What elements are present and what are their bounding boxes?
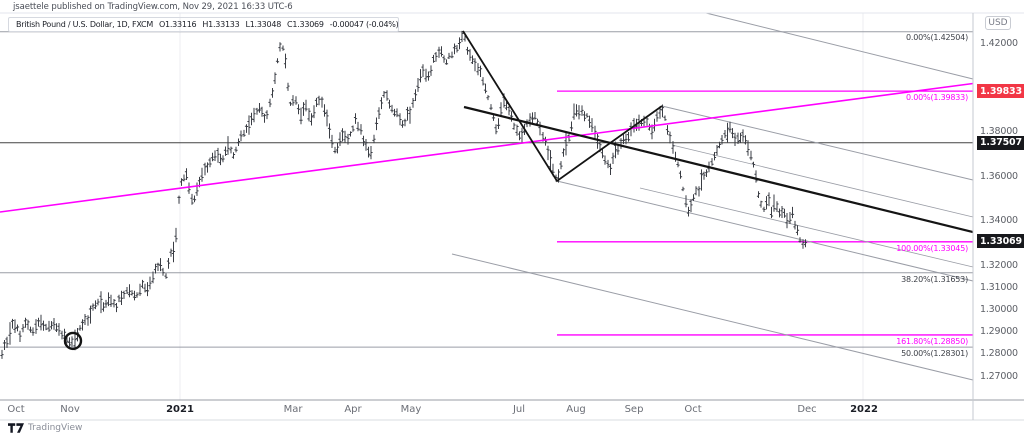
price-axis-tick: 1.34000 — [980, 215, 1018, 227]
price-axis-tick: 1.32000 — [980, 259, 1018, 271]
channel-lower-quarter — [639, 187, 974, 268]
channel-lower-tine — [556, 180, 974, 282]
tradingview-logo-icon — [8, 423, 24, 433]
channel-upper-quarter — [671, 144, 974, 218]
lower-parallel-long — [451, 253, 974, 381]
time-axis-month-label[interactable]: Sep — [624, 404, 644, 415]
median-line — [463, 105, 974, 234]
price-axis-tick: 1.27000 — [980, 370, 1018, 382]
tradingview-brand-text: TradingView — [28, 423, 83, 433]
publish-caption: jsaettele published on TradingView.com, … — [13, 2, 293, 12]
price-label-box: 1.37507 — [977, 135, 1024, 150]
ohlc-open: O1.33116 — [159, 20, 197, 29]
channel-upper-outer — [705, 12, 974, 80]
fib-level-label: 50.00%(1.28301) — [901, 349, 968, 359]
price-label-box: 1.33069 — [977, 234, 1024, 249]
time-axis-month-label[interactable]: Oct — [684, 404, 702, 415]
price-axis-tick: 1.28000 — [980, 348, 1018, 360]
time-axis-month-label[interactable]: Mar — [283, 404, 303, 415]
fib-level-label: 100.00%(1.33045) — [896, 243, 968, 253]
price-label-box: 1.39833 — [977, 84, 1024, 99]
price-axis-tick: 1.31000 — [980, 281, 1018, 293]
price-axis-tick: 1.42000 — [980, 37, 1018, 49]
time-axis-year-label[interactable]: 2022 — [850, 404, 878, 415]
fib-level-label: 0.00%(1.42504) — [906, 32, 968, 42]
currency-badge[interactable]: USD — [985, 16, 1011, 30]
time-axis-month-label[interactable]: Nov — [60, 404, 80, 415]
tradingview-attribution: TradingView — [8, 423, 82, 433]
price-axis-tick: 1.29000 — [980, 326, 1018, 338]
time-axis-year-label[interactable]: 2021 — [166, 404, 194, 415]
ohlc-close: C1.33069 — [287, 20, 324, 29]
time-axis-month-label[interactable]: Aug — [566, 404, 586, 415]
ohlc-low: L1.33048 — [245, 20, 282, 29]
zigzag-drawing — [462, 30, 663, 183]
ohlc-high: H1.33133 — [202, 20, 240, 29]
symbol-legend[interactable]: British Pound / U.S. Dollar, 1D, FXCM O1… — [8, 17, 399, 32]
price-axis-tick: 1.36000 — [980, 170, 1018, 182]
time-axis-month-label[interactable]: Oct — [7, 404, 25, 415]
price-axis-tick: 1.30000 — [980, 303, 1018, 315]
daily-price-bars — [0, 30, 808, 359]
price-axis-tick: 1.38000 — [980, 126, 1018, 138]
time-axis-month-label[interactable]: Jul — [512, 404, 526, 415]
circle-annotation — [63, 331, 83, 351]
fib-level-label: 161.80%(1.28850) — [896, 336, 968, 346]
fib-level-label: 0.00%(1.39833) — [906, 93, 968, 103]
symbol-title: British Pound / U.S. Dollar, 1D, FXCM — [16, 20, 153, 29]
rising-magenta-trendline — [0, 82, 974, 213]
fib-level-label: 38.20%(1.31653) — [901, 274, 968, 284]
time-axis-month-label[interactable]: May — [400, 404, 422, 415]
time-axis-month-label[interactable]: Dec — [797, 404, 817, 415]
time-axis-month-label[interactable]: Apr — [344, 404, 362, 415]
price-change: -0.00047 (-0.04%) — [329, 20, 399, 29]
